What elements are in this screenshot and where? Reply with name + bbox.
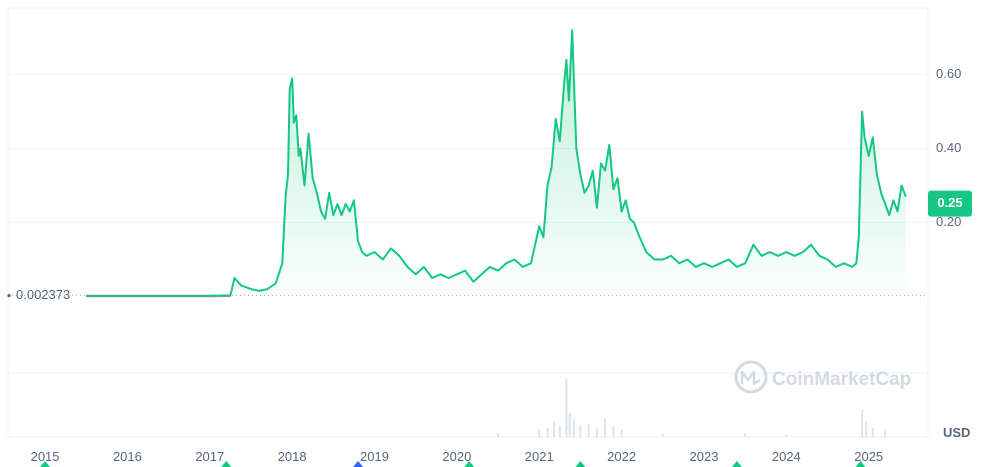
volume-bar xyxy=(612,426,615,437)
event-marker-icon xyxy=(40,461,51,467)
event-markers xyxy=(40,461,866,467)
volume-bar xyxy=(497,433,500,437)
volume-bar xyxy=(558,426,561,437)
y-tick-label: 0.40 xyxy=(936,140,961,155)
current-price-badge: 0.25 xyxy=(928,190,972,217)
event-marker-icon xyxy=(464,461,475,467)
volume-bar xyxy=(579,424,582,437)
y-axis: 0.20 0.40 0.60 xyxy=(936,66,961,229)
y-tick-label: 0.60 xyxy=(936,66,961,81)
volume-bar xyxy=(565,379,568,437)
x-tick-label: 2015 xyxy=(31,449,60,464)
y-tick-label: 0.20 xyxy=(936,214,961,229)
x-axis: 2015 2016 2017 2018 2019 2020 2021 2022 2023 2024… xyxy=(31,449,884,464)
volume-bar xyxy=(587,423,590,437)
x-tick-label: 2016 xyxy=(113,449,142,464)
x-tick-label: 2022 xyxy=(607,449,636,464)
currency-label: USD xyxy=(943,425,970,440)
volume-bar xyxy=(572,418,575,437)
x-tick-label: 2018 xyxy=(278,449,307,464)
volume-bar xyxy=(884,430,887,437)
volume-bar xyxy=(865,421,868,437)
event-marker-icon xyxy=(353,461,364,467)
volume-bar xyxy=(538,429,541,437)
event-marker-icon xyxy=(855,461,866,467)
volume-bar xyxy=(604,418,607,437)
volume-bar xyxy=(568,412,571,437)
watermark-text: CoinMarketCap xyxy=(772,369,911,390)
coinmarketcap-watermark: CoinMarketCap xyxy=(734,360,911,394)
event-marker-icon xyxy=(221,461,232,467)
current-price-label: 0.25 xyxy=(937,195,962,210)
coinmarketcap-logo-icon xyxy=(734,360,768,394)
grid-lines xyxy=(8,74,928,223)
x-tick-label: 2021 xyxy=(525,449,554,464)
price-line xyxy=(86,29,907,297)
volume-bar xyxy=(785,434,788,437)
x-tick-label: 2017 xyxy=(195,449,224,464)
baseline-dot xyxy=(7,293,11,298)
event-marker-icon xyxy=(575,461,586,467)
volume-bar xyxy=(546,427,549,437)
x-tick-label: 2023 xyxy=(690,449,719,464)
event-marker-icon xyxy=(731,461,742,467)
volume-bar xyxy=(861,409,864,437)
x-tick-label: 2019 xyxy=(360,449,389,464)
price-area xyxy=(86,30,906,296)
volume-bars xyxy=(497,379,887,437)
volume-bar xyxy=(553,421,556,437)
baseline-label: 0.002373 xyxy=(16,287,70,302)
volume-bar xyxy=(620,429,623,437)
x-tick-label: 2025 xyxy=(854,449,883,464)
x-tick-label: 2024 xyxy=(772,449,801,464)
volume-bar xyxy=(595,427,598,437)
volume-bar xyxy=(871,427,874,437)
volume-bar xyxy=(744,433,747,437)
volume-bar xyxy=(661,433,664,437)
x-tick-label: 2020 xyxy=(442,449,471,464)
